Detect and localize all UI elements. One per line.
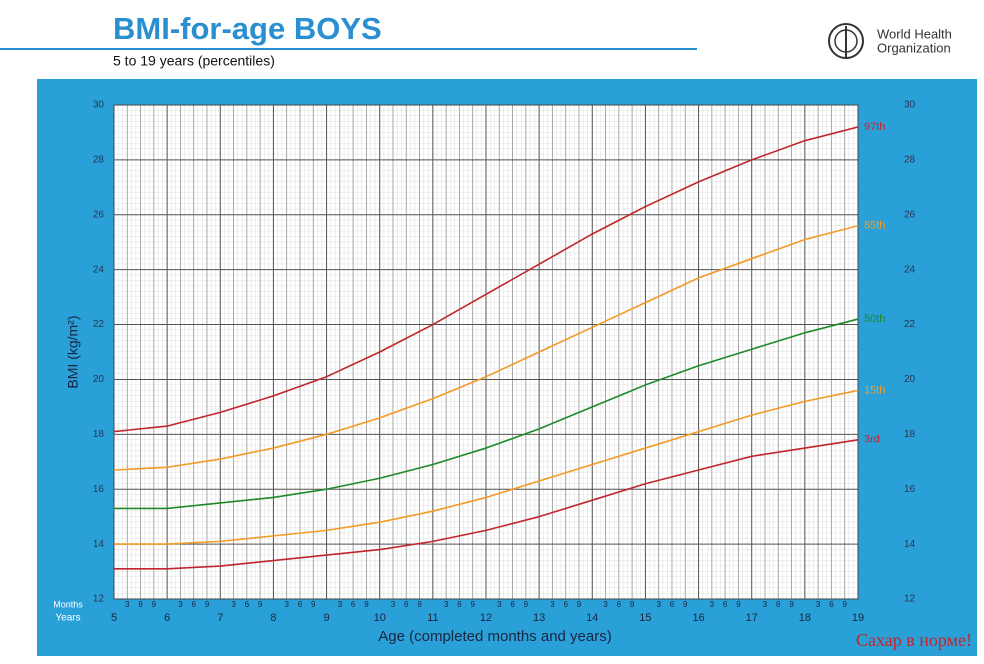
month-tick-label: 9 (364, 600, 369, 609)
x-tick-label: 10 (374, 612, 386, 624)
watermark: Сахар в норме! (856, 630, 972, 650)
month-tick-label: 6 (351, 600, 356, 609)
x-tick-label: 19 (852, 612, 864, 624)
series-label: 97th (864, 121, 885, 133)
y2-tick-label: 24 (904, 264, 916, 275)
months-label: Months (53, 599, 83, 609)
month-tick-label: 6 (617, 600, 622, 609)
month-tick-label: 9 (524, 600, 529, 609)
who-logo (828, 23, 864, 59)
plot-frame (113, 104, 859, 600)
month-tick-label: 3 (763, 600, 768, 609)
y2-tick-label: 26 (904, 209, 916, 220)
month-tick-label: 3 (710, 600, 715, 609)
month-tick-label: 3 (178, 600, 183, 609)
month-tick-label: 3 (603, 600, 608, 609)
series-label: 50th (864, 313, 885, 325)
x-tick-label: 16 (692, 612, 704, 624)
x-tick-label: 9 (324, 612, 330, 624)
chart-subtitle: 5 to 19 years (percentiles) (113, 53, 275, 69)
y2-tick-label: 16 (904, 484, 916, 495)
month-tick-label: 3 (550, 600, 555, 609)
y-tick-label: 30 (93, 100, 105, 111)
month-tick-label: 9 (311, 600, 316, 609)
month-tick-label: 9 (205, 600, 210, 609)
month-tick-label: 3 (497, 600, 502, 609)
month-tick-label: 3 (284, 600, 289, 609)
y-tick-label: 22 (93, 319, 105, 330)
x-tick-label: 17 (746, 612, 758, 624)
x-tick-label: 14 (586, 612, 598, 624)
month-tick-label: 6 (138, 600, 143, 609)
x-tick-label: 13 (533, 612, 545, 624)
x-tick-label: 18 (799, 612, 811, 624)
month-tick-label: 9 (842, 600, 847, 609)
month-tick-label: 3 (444, 600, 449, 609)
month-tick-label: 6 (776, 600, 781, 609)
month-tick-label: 3 (231, 600, 236, 609)
percentile-line (114, 389, 859, 545)
y2-tick-label: 28 (904, 155, 916, 166)
x-tick-label: 12 (480, 612, 492, 624)
y-tick-label: 16 (93, 484, 105, 495)
month-tick-label: 6 (298, 600, 303, 609)
series-label: 3rd (864, 434, 880, 446)
percentile-line (114, 318, 859, 510)
month-tick-label: 6 (563, 600, 568, 609)
x-tick-label: 5 (111, 612, 117, 624)
month-tick-label: 3 (816, 600, 821, 609)
y2-tick-label: 14 (904, 539, 916, 550)
month-tick-label: 6 (245, 600, 250, 609)
percentile-line (113, 126, 859, 433)
series-label: 85th (864, 220, 885, 232)
month-tick-label: 6 (457, 600, 462, 609)
y2-tick-label: 22 (904, 319, 916, 330)
month-tick-label: 6 (723, 600, 728, 609)
month-tick-label: 9 (789, 600, 794, 609)
y-tick-label: 24 (93, 264, 105, 275)
month-tick-label: 9 (683, 600, 688, 609)
y2-tick-label: 20 (904, 374, 916, 385)
years-label: Years (55, 613, 80, 624)
month-tick-label: 9 (258, 600, 263, 609)
month-tick-label: 3 (338, 600, 343, 609)
month-tick-label: 9 (152, 600, 157, 609)
x-tick-label: 15 (639, 612, 651, 624)
month-tick-label: 6 (191, 600, 196, 609)
month-tick-label: 3 (125, 600, 130, 609)
percentile-line (114, 439, 859, 570)
month-tick-label: 3 (656, 600, 661, 609)
y-tick-label: 12 (93, 594, 105, 605)
x-tick-label: 7 (217, 612, 223, 624)
y2-tick-label: 18 (904, 429, 916, 440)
month-tick-label: 6 (510, 600, 515, 609)
month-tick-label: 6 (404, 600, 409, 609)
percentile-line (113, 224, 859, 471)
y-axis-label: BMI (kg/m²) (65, 315, 81, 388)
month-tick-label: 9 (736, 600, 741, 609)
y2-tick-label: 12 (904, 594, 916, 605)
month-tick-label: 6 (829, 600, 834, 609)
month-tick-label: 9 (577, 600, 582, 609)
month-tick-label: 9 (470, 600, 475, 609)
month-tick-label: 3 (391, 600, 396, 609)
y-tick-label: 28 (93, 155, 105, 166)
month-tick-label: 9 (417, 600, 422, 609)
y-tick-label: 14 (93, 539, 105, 550)
month-tick-label: 9 (630, 600, 635, 609)
y-tick-label: 20 (93, 374, 105, 385)
chart-title: BMI-for-age BOYS (113, 11, 382, 46)
x-tick-label: 11 (427, 612, 438, 624)
org-name: World Health (877, 26, 952, 41)
org-name: Organization (877, 40, 951, 55)
y-tick-label: 18 (93, 429, 105, 440)
y2-tick-label: 30 (904, 100, 916, 111)
x-axis-label: Age (completed months and years) (378, 628, 611, 645)
month-tick-label: 6 (670, 600, 675, 609)
x-tick-label: 6 (164, 612, 170, 624)
y-tick-label: 26 (93, 209, 105, 220)
series-label: 15th (864, 384, 885, 396)
x-tick-label: 8 (270, 612, 276, 624)
